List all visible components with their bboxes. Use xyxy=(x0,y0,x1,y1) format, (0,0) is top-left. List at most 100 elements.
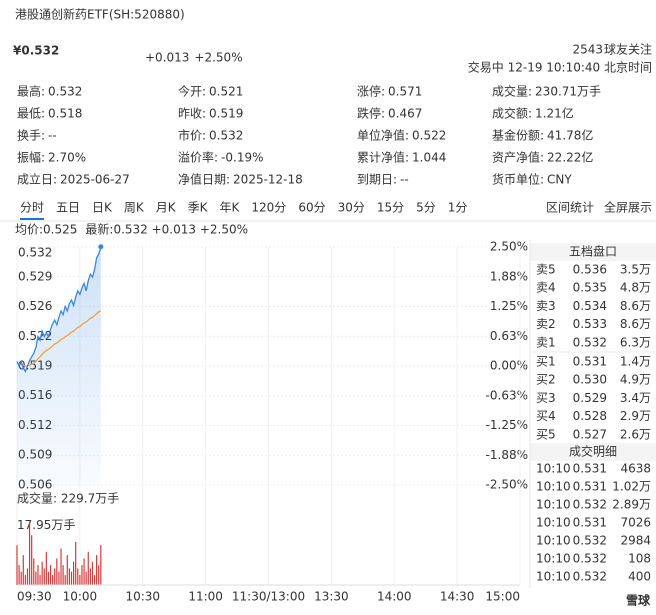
tab[interactable]: 月K xyxy=(156,201,177,215)
last-point xyxy=(98,244,104,250)
tab[interactable]: 季K xyxy=(188,201,209,215)
book-volume: 4.8万 xyxy=(620,281,651,295)
tab[interactable]: 年K xyxy=(220,201,241,215)
stat-label: 单位净值: xyxy=(357,128,409,143)
y2-tick-label: -2.50% xyxy=(486,478,528,492)
x-tick-label: 10:00 xyxy=(63,590,98,604)
y2-tick-label: -1.25% xyxy=(486,418,528,432)
stat-label: 今开: xyxy=(178,84,206,99)
book-volume: 8.6万 xyxy=(620,317,651,331)
price: ¥0.532 xyxy=(13,44,59,58)
trade-price: 0.532 xyxy=(573,498,607,512)
tab[interactable]: 周K xyxy=(124,201,145,215)
book-volume: 2.6万 xyxy=(620,427,651,441)
stat-value: 0.519 xyxy=(209,107,243,121)
stat-value: 1.044 xyxy=(412,151,446,165)
x-tick-label: 13:30 xyxy=(314,590,349,604)
book-price: 0.529 xyxy=(573,391,607,405)
tab[interactable]: 5分 xyxy=(416,201,436,215)
book-side: 买5 xyxy=(536,427,556,441)
watermark: 雪球 xyxy=(626,593,651,608)
tab[interactable]: 五日 xyxy=(56,201,80,215)
tab[interactable]: 15分 xyxy=(377,201,404,215)
change-pct: +2.50% xyxy=(194,51,242,65)
trade-volume: 4638 xyxy=(620,462,651,476)
x-tick-label: 11:30/13:00 xyxy=(232,590,305,604)
tab[interactable]: 30分 xyxy=(338,201,365,215)
book-side: 卖4 xyxy=(536,281,556,295)
book-volume: 3.5万 xyxy=(620,263,651,277)
price-area xyxy=(17,246,101,485)
panel-title: 五档盘口 xyxy=(569,244,617,259)
tab[interactable]: 120分 xyxy=(251,201,286,215)
book-side: 卖5 xyxy=(536,263,556,277)
stat-label: 振幅: xyxy=(17,150,45,165)
y2-tick-label: 0.63% xyxy=(490,329,528,343)
tab[interactable]: 1分 xyxy=(448,201,468,215)
tab-link[interactable]: 区间统计 xyxy=(546,201,594,215)
y2-tick-label: 1.25% xyxy=(490,299,528,313)
stat-label: 到期日: xyxy=(357,173,397,187)
tab[interactable]: 60分 xyxy=(298,201,325,215)
book-side: 卖3 xyxy=(536,299,556,313)
x-tick-label: 14:30 xyxy=(440,590,475,604)
x-tick-label: 09:30 xyxy=(17,590,52,604)
tab-underline xyxy=(20,218,45,220)
tab-link[interactable]: 全屏展示 xyxy=(604,200,652,215)
followers: 2543 xyxy=(572,43,603,57)
book-price: 0.533 xyxy=(573,317,607,331)
stat-value: 0.571 xyxy=(388,85,422,99)
stat-label: 昨收: xyxy=(178,107,206,121)
stat-label: 累计净值: xyxy=(357,150,409,165)
trade-volume: 400 xyxy=(628,570,651,584)
book-volume: 6.3万 xyxy=(620,335,651,349)
stat-value: 230.71万手 xyxy=(535,85,601,99)
y-tick-label: 0.532 xyxy=(18,246,52,260)
stat-label: 市价: xyxy=(178,128,206,143)
stat-value: 22.22亿 xyxy=(547,150,593,165)
change: +0.013 xyxy=(145,51,189,65)
book-price: 0.528 xyxy=(573,409,607,423)
book-price: 0.531 xyxy=(573,355,607,369)
book-price: 0.535 xyxy=(573,281,607,295)
panel-head xyxy=(530,443,656,461)
book-volume: 8.6万 xyxy=(620,299,651,313)
trade-time: 10:10 xyxy=(536,498,571,512)
y2-tick-label: 0.00% xyxy=(490,359,528,373)
tab[interactable]: 日K xyxy=(92,201,113,215)
book-volume: 1.4万 xyxy=(620,355,651,369)
book-side: 卖1 xyxy=(536,335,556,349)
panel-title: 成交明细 xyxy=(569,444,617,459)
x-tick-label: 14:00 xyxy=(377,590,412,604)
book-price: 0.530 xyxy=(573,373,607,387)
stat-value: 0.522 xyxy=(412,129,446,143)
book-price: 0.536 xyxy=(573,263,607,277)
book-side: 买4 xyxy=(536,409,556,423)
x-tick-label: 15:00 xyxy=(485,590,520,604)
stat-label: 跌停: xyxy=(357,106,385,121)
stat-value: -- xyxy=(48,129,57,143)
stat-value: -- xyxy=(400,173,409,187)
book-price: 0.534 xyxy=(573,299,607,313)
stat-value: 0.532 xyxy=(48,85,82,99)
follow-label: 球友关注 xyxy=(604,42,652,57)
stat-label: 净值日期: xyxy=(178,172,230,187)
line xyxy=(16,310,102,367)
trade-time: 10:10 xyxy=(536,462,571,476)
stat-value: 0.532 xyxy=(209,129,243,143)
trade-volume: 2984 xyxy=(620,534,651,548)
stat-value: 1.21亿 xyxy=(535,106,574,121)
status: 交易中 12-19 10:10:40 北京时间 xyxy=(468,60,652,75)
stat-label: 溢价率: xyxy=(178,150,218,165)
volume-tick-label: 17.95万手 xyxy=(17,518,75,532)
trade-price: 0.532 xyxy=(573,534,607,548)
trade-price: 0.531 xyxy=(573,516,607,530)
trade-price: 0.532 xyxy=(573,552,607,566)
y2-tick-label: 2.50% xyxy=(490,240,528,254)
book-side: 买3 xyxy=(536,391,556,405)
stat-label: 最高: xyxy=(17,84,45,99)
book-volume: 2.9万 xyxy=(620,409,651,423)
tab[interactable]: 分时 xyxy=(20,201,44,215)
